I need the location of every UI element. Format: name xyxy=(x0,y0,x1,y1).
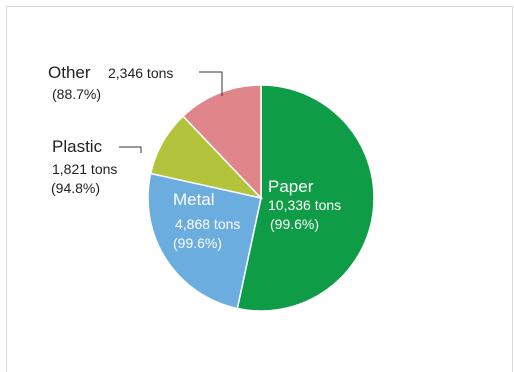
label-plastic-value: 1,821 tons xyxy=(52,161,117,177)
leader-line-plastic xyxy=(119,146,142,153)
label-metal-pct: (99.6%) xyxy=(173,235,222,251)
label-paper-name: Paper xyxy=(268,177,314,196)
label-other-value: 2,346 tons xyxy=(108,65,173,81)
pie-slice-paper xyxy=(236,84,375,312)
label-plastic-name: Plastic xyxy=(52,137,103,156)
chart-frame xyxy=(6,6,513,372)
label-other-pct: (88.7%) xyxy=(52,86,101,102)
label-other-name: Other xyxy=(48,63,91,82)
pie-slices xyxy=(147,84,375,312)
pie-slice-metal xyxy=(147,172,262,310)
label-paper-value: 10,336 tons xyxy=(268,197,341,213)
label-metal-value: 4,868 tons xyxy=(175,216,240,232)
leader-line-other xyxy=(199,71,223,96)
pie-slice-other xyxy=(182,84,262,200)
label-paper-pct: (99.6%) xyxy=(270,216,319,232)
label-metal-name: Metal xyxy=(173,190,215,209)
label-plastic-pct: (94.8%) xyxy=(51,180,100,196)
